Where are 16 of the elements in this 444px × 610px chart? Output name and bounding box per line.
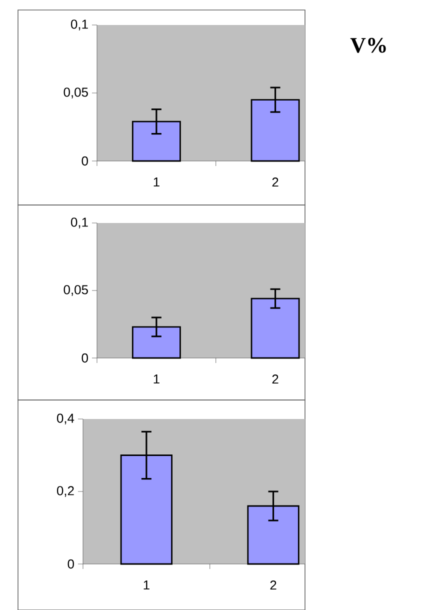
y-tick-label: 0,4 <box>56 414 74 424</box>
y-tick-label: 0 <box>68 559 74 569</box>
x-tick-label: 2 <box>270 580 276 590</box>
y-tick-label: 0,1 <box>70 218 88 228</box>
y-tick-label: 0 <box>82 156 88 166</box>
y-tick-label: 0 <box>82 353 88 363</box>
y-tick-label: 0,05 <box>64 285 88 296</box>
y-tick-label: 0,1 <box>70 20 88 30</box>
y-tick-label: 0,2 <box>56 486 74 497</box>
x-tick-label: 1 <box>154 178 160 186</box>
x-tick-label: 1 <box>154 374 160 384</box>
x-tick-label: 2 <box>272 374 278 384</box>
x-tick-label: 1 <box>144 580 150 590</box>
y-tick-label: 0,05 <box>64 88 88 98</box>
x-tick-label: 2 <box>272 178 278 187</box>
text: V% <box>350 38 386 53</box>
